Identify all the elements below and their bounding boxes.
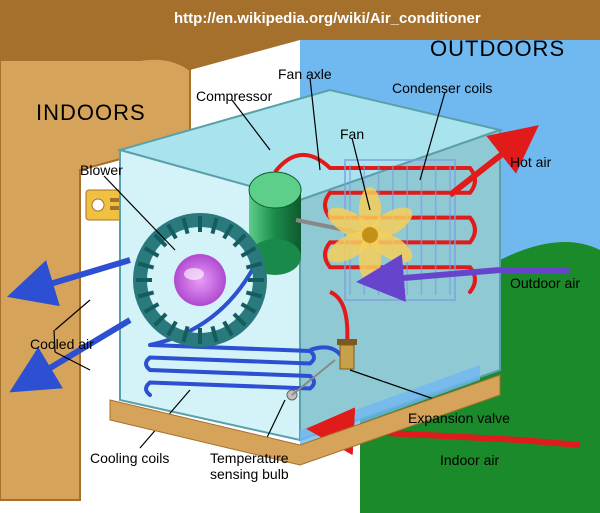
label-blower: Blower xyxy=(80,162,123,178)
label-temp-bulb-1: Temperature xyxy=(210,450,289,466)
diagram-canvas: http://en.wikipedia.org/wiki/Air_conditi… xyxy=(0,0,600,513)
label-indoor-air: Indoor air xyxy=(440,452,499,468)
label-expansion-valve: Expansion valve xyxy=(408,410,510,426)
label-fan-axle: Fan axle xyxy=(278,66,332,82)
label-temp-bulb-2: sensing bulb xyxy=(210,466,289,482)
label-cooled-air: Cooled air xyxy=(30,336,94,352)
label-fan: Fan xyxy=(340,126,364,142)
label-outdoor-air: Outdoor air xyxy=(510,275,580,291)
label-condenser: Condenser coils xyxy=(392,80,492,96)
zone-indoors-label: INDOORS xyxy=(36,100,146,126)
label-compressor: Compressor xyxy=(196,88,272,104)
label-cooling-coils: Cooling coils xyxy=(90,450,169,466)
zone-outdoors-label: OUTDOORS xyxy=(430,36,565,62)
label-hot-air: Hot air xyxy=(510,154,551,170)
source-url: http://en.wikipedia.org/wiki/Air_conditi… xyxy=(174,10,481,27)
